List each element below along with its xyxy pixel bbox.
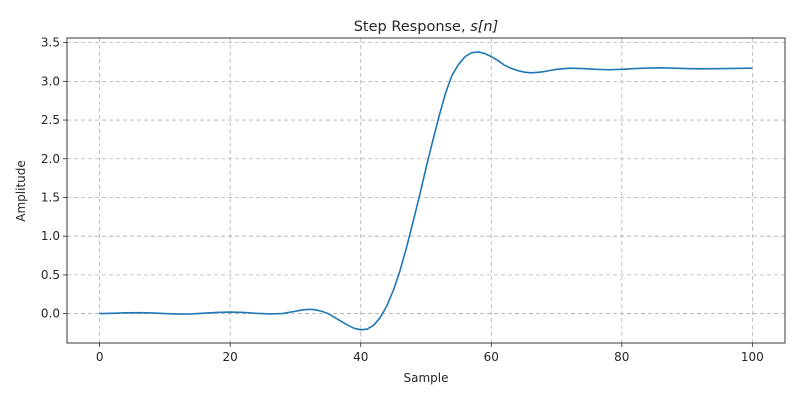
axis-ticks: 0 20 40 60 80 100 0.0 0.5 1.0 1.5 2.0 2.5 3.0 3.5 xyxy=(41,36,764,364)
x-tick-label: 40 xyxy=(353,350,368,364)
y-tick-label: 0.5 xyxy=(41,268,60,282)
y-tick-label: 2.0 xyxy=(41,152,60,166)
y-tick-label: 3.5 xyxy=(41,36,60,50)
y-tick-label: 2.5 xyxy=(41,113,60,127)
chart-title: Step Response, s[n] xyxy=(354,19,499,35)
series-line xyxy=(99,51,753,331)
grid-lines xyxy=(67,38,785,343)
x-tick-label: 0 xyxy=(96,350,104,364)
x-tick-label: 80 xyxy=(614,350,629,364)
chart-title-main: Step Response, xyxy=(354,19,470,35)
y-tick-label: 0.0 xyxy=(41,307,60,321)
x-tick-label: 100 xyxy=(741,350,764,364)
x-tick-label: 60 xyxy=(484,350,499,364)
y-tick-label: 1.5 xyxy=(41,190,60,204)
plot-frame xyxy=(66,37,786,344)
x-axis-label: Sample xyxy=(404,371,449,385)
x-tick-label: 20 xyxy=(223,350,238,364)
y-tick-label: 1.0 xyxy=(41,229,60,243)
y-tick-label: 3.0 xyxy=(41,74,60,88)
y-axis-label: Amplitude xyxy=(14,160,28,222)
chart-title-math: s[n] xyxy=(470,19,498,35)
